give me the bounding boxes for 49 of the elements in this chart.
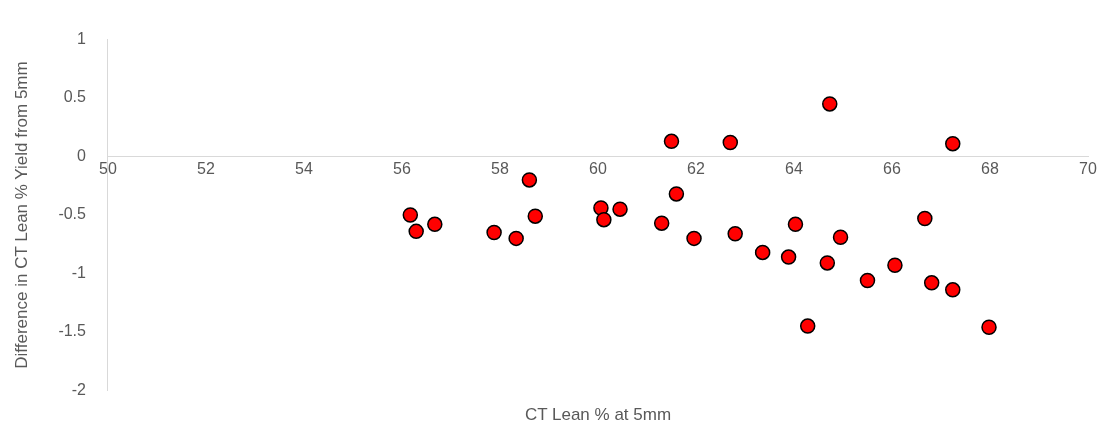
point: [486, 224, 502, 241]
x-tick-label: 70: [1079, 159, 1097, 177]
y-tick-label: 0.5: [63, 88, 87, 106]
point: [508, 230, 524, 247]
point: [981, 319, 997, 336]
point: [945, 282, 961, 298]
point: [832, 229, 849, 245]
y-tick-label: -0.5: [58, 205, 87, 223]
y-tick-label: -1.5: [58, 322, 87, 340]
point: [822, 96, 838, 112]
x-tick-label: 66: [883, 159, 901, 177]
x-tick-label: 64: [785, 159, 803, 177]
x-tick-label: 62: [687, 159, 705, 177]
point: [917, 210, 933, 227]
point: [754, 244, 771, 261]
point: [819, 255, 836, 271]
point: [596, 211, 612, 228]
point: [923, 275, 940, 291]
y-tick-label: 1: [77, 30, 87, 48]
point: [686, 230, 702, 247]
point: [727, 225, 743, 242]
point: [787, 216, 804, 233]
x-tick-label: 54: [295, 159, 313, 177]
point: [663, 133, 680, 150]
point: [859, 272, 876, 289]
point: [653, 215, 670, 231]
point: [521, 172, 538, 188]
y-tick-label: -2: [71, 380, 87, 398]
point: [427, 216, 443, 233]
point: [668, 186, 685, 202]
x-tick-label: 52: [197, 159, 215, 177]
x-tick-label: 56: [393, 159, 411, 177]
point: [887, 257, 903, 274]
y-axis-title: Difference in CT Lean % Yield from 5mm: [11, 61, 31, 369]
x-tick-label: 60: [589, 159, 607, 177]
x-tick-label: 68: [981, 159, 999, 177]
point: [799, 318, 816, 334]
point: [612, 201, 628, 217]
x-axis-title: CT Lean % at 5mm: [524, 405, 672, 425]
point: [945, 135, 961, 152]
point: [722, 134, 739, 151]
x-tick-label: 50: [99, 159, 117, 177]
x-tick-label: 58: [491, 159, 509, 177]
point: [402, 207, 419, 223]
point: [408, 223, 424, 240]
y-tick-label: -1: [71, 263, 87, 281]
point: [780, 249, 797, 265]
y-tick-label: 0: [77, 146, 87, 164]
point: [527, 208, 544, 224]
